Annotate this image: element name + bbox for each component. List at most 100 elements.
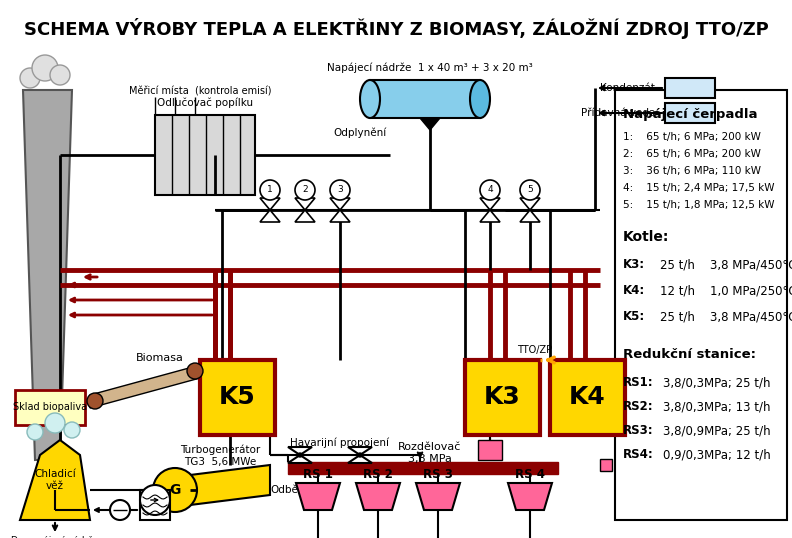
Circle shape — [87, 393, 103, 409]
Circle shape — [64, 422, 80, 438]
Text: 3:    36 t/h; 6 MPa; 110 kW: 3: 36 t/h; 6 MPa; 110 kW — [623, 166, 761, 176]
Ellipse shape — [470, 80, 490, 118]
Circle shape — [295, 180, 315, 200]
Text: 25 t/h: 25 t/h — [660, 310, 695, 323]
Circle shape — [330, 180, 350, 200]
Bar — [288, 462, 558, 474]
Text: 3,8/0,9MPa; 25 t/h: 3,8/0,9MPa; 25 t/h — [663, 424, 771, 437]
Polygon shape — [356, 483, 400, 510]
Text: 2:    65 t/h; 6 MPa; 200 kW: 2: 65 t/h; 6 MPa; 200 kW — [623, 149, 761, 159]
Circle shape — [20, 68, 40, 88]
Ellipse shape — [360, 80, 380, 118]
Circle shape — [480, 180, 500, 200]
Circle shape — [520, 180, 540, 200]
Polygon shape — [288, 447, 312, 455]
Polygon shape — [295, 198, 315, 210]
Text: K5: K5 — [219, 385, 255, 409]
Text: Chladicí
věž: Chladicí věž — [34, 469, 76, 491]
Bar — [370, 80, 480, 118]
Text: 25 t/h: 25 t/h — [660, 258, 695, 271]
Text: Měřicí místa  (kontrola emisí): Měřicí místa (kontrola emisí) — [129, 87, 271, 97]
Circle shape — [45, 413, 65, 433]
Circle shape — [110, 500, 130, 520]
Polygon shape — [416, 483, 460, 510]
Text: RS2:: RS2: — [623, 400, 653, 413]
Text: 3,8 MPa/450°C: 3,8 MPa/450°C — [710, 310, 792, 323]
Text: RS 4: RS 4 — [515, 469, 545, 482]
Text: 0,9/0,3MPa; 12 t/h: 0,9/0,3MPa; 12 t/h — [663, 448, 771, 461]
Circle shape — [140, 485, 170, 515]
Text: 5:    15 t/h; 1,8 MPa; 12,5 kW: 5: 15 t/h; 1,8 MPa; 12,5 kW — [623, 200, 775, 210]
Text: K4:: K4: — [623, 284, 645, 297]
Text: 1:    65 t/h; 6 MPa; 200 kW: 1: 65 t/h; 6 MPa; 200 kW — [623, 132, 761, 142]
Polygon shape — [348, 455, 372, 463]
Text: 4:    15 t/h; 2,4 MPa; 17,5 kW: 4: 15 t/h; 2,4 MPa; 17,5 kW — [623, 183, 775, 193]
Text: 1: 1 — [267, 186, 273, 195]
Text: RS4:: RS4: — [623, 448, 653, 461]
Polygon shape — [480, 198, 500, 210]
Text: RS 1: RS 1 — [303, 469, 333, 482]
Polygon shape — [520, 210, 540, 222]
Bar — [615, 90, 787, 520]
Text: K3:: K3: — [623, 258, 645, 271]
Bar — [665, 103, 715, 123]
Text: RS1:: RS1: — [623, 376, 653, 389]
Polygon shape — [20, 440, 90, 520]
Circle shape — [153, 468, 197, 512]
Text: Rozdělovač
3,8 MPa: Rozdělovač 3,8 MPa — [398, 442, 462, 464]
Circle shape — [298, 453, 302, 457]
Text: Odlučovač popílku: Odlučovač popílku — [157, 97, 253, 108]
Polygon shape — [23, 90, 72, 460]
Bar — [478, 440, 502, 460]
Polygon shape — [288, 455, 312, 463]
Text: 3: 3 — [337, 186, 343, 195]
Polygon shape — [480, 210, 500, 222]
Polygon shape — [296, 483, 340, 510]
Text: RS 2: RS 2 — [363, 469, 393, 482]
Text: Napájecí čerpadla: Napájecí čerpadla — [623, 108, 757, 121]
Bar — [550, 360, 625, 435]
Text: Odplynění: Odplynění — [333, 128, 386, 138]
Polygon shape — [520, 198, 540, 210]
Text: TG3  5,6 MWe: TG3 5,6 MWe — [184, 457, 256, 467]
Text: RS3:: RS3: — [623, 424, 653, 437]
Text: K3: K3 — [484, 385, 520, 409]
Text: Odběr: Odběr — [270, 485, 303, 495]
Bar — [140, 490, 170, 520]
Text: G: G — [169, 483, 181, 497]
Text: RS 3: RS 3 — [423, 469, 453, 482]
Text: 12 t/h: 12 t/h — [660, 284, 695, 297]
Text: Do napájecí nádrže: Do napájecí nádrže — [11, 536, 99, 538]
Polygon shape — [295, 210, 315, 222]
Text: SCHEMA VÝROBY TEPLA A ELEKTŘINY Z BIOMASY, ZÁLOŽNÍ ZDROJ TTO/ZP: SCHEMA VÝROBY TEPLA A ELEKTŘINY Z BIOMAS… — [24, 18, 768, 39]
Text: 2: 2 — [303, 186, 308, 195]
Bar — [155, 115, 255, 195]
Polygon shape — [260, 210, 280, 222]
Circle shape — [27, 424, 43, 440]
Circle shape — [50, 65, 70, 85]
Text: Biomasa: Biomasa — [136, 353, 184, 363]
Text: 5: 5 — [527, 186, 533, 195]
Text: Turbogenerátor: Turbogenerátor — [180, 445, 260, 455]
Text: Sklad biopaliva: Sklad biopaliva — [13, 402, 87, 412]
Text: K4: K4 — [569, 385, 605, 409]
Bar — [465, 360, 540, 435]
Circle shape — [32, 55, 58, 81]
Bar — [665, 78, 715, 98]
Text: 4: 4 — [487, 186, 493, 195]
Text: Havarijní propojení: Havarijní propojení — [291, 438, 390, 448]
Polygon shape — [348, 447, 372, 455]
Polygon shape — [330, 198, 350, 210]
Text: 3,8/0,3MPa; 13 t/h: 3,8/0,3MPa; 13 t/h — [663, 400, 771, 413]
Text: 3,8/0,3MPa; 25 t/h: 3,8/0,3MPa; 25 t/h — [663, 376, 771, 389]
Circle shape — [260, 180, 280, 200]
Circle shape — [358, 453, 362, 457]
Circle shape — [187, 363, 203, 379]
Polygon shape — [260, 198, 280, 210]
Bar — [600, 459, 612, 471]
Text: TTO/ZP: TTO/ZP — [517, 345, 553, 355]
Polygon shape — [330, 210, 350, 222]
Bar — [15, 390, 85, 425]
Text: 1,0 MPa/250°C: 1,0 MPa/250°C — [710, 284, 792, 297]
Text: Redukční stanice:: Redukční stanice: — [623, 348, 756, 361]
